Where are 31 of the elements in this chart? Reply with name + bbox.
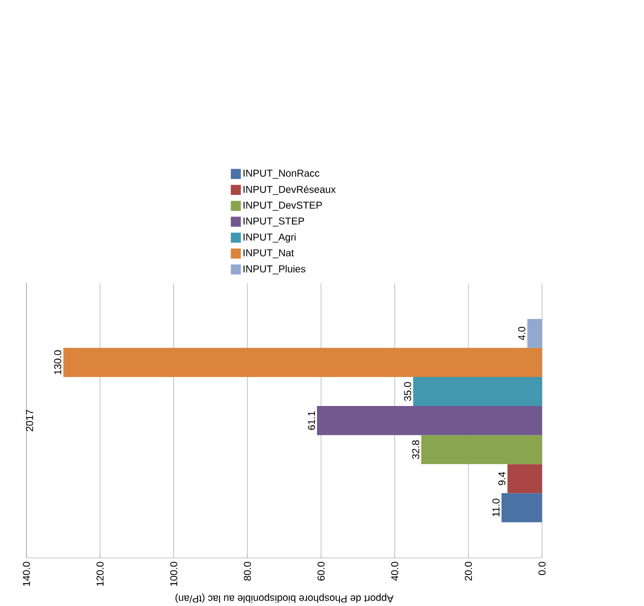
x-tick-label: 40.0: [391, 562, 398, 581]
x-tick-label: 20.0: [464, 562, 472, 580]
x-tick-label: 140.0: [22, 562, 30, 586]
x-tick-label: 60.0: [318, 562, 325, 580]
x-axis-title: Apport de Phosphore biodisponible au lac (tP/an): [176, 593, 394, 603]
data-label: 11.0: [492, 498, 500, 516]
bar: [421, 434, 542, 464]
legend-label: INPUT_Agri: [244, 233, 296, 243]
legend-label: INPUT_DevSTEP: [244, 202, 322, 211]
legend-label: INPUT_Nat: [244, 249, 294, 258]
data-label: 4.0: [518, 326, 526, 340]
data-label: 130.0: [54, 350, 62, 374]
data-label: 32.8: [412, 440, 420, 459]
legend-label: INPUT_DevRéseaux: [244, 185, 336, 195]
x-tick-label: 80.0: [244, 562, 251, 580]
bar: [63, 348, 542, 377]
data-label: 35.0: [404, 382, 412, 401]
x-tick-label: 120.0: [96, 562, 104, 586]
data-label: 61.1: [308, 411, 316, 430]
data-label: 9.4: [498, 472, 506, 486]
bar: [507, 464, 542, 494]
bar: [527, 318, 542, 348]
bar: [317, 406, 542, 435]
x-tick-label: 100.0: [170, 562, 178, 586]
legend-label: INPUT_STEP: [244, 217, 304, 226]
legend-label: INPUT_NonRacc: [244, 170, 320, 179]
legend-label: INPUT_Pluies: [244, 264, 306, 274]
bar: [502, 493, 542, 522]
y-tick-label: 2017: [26, 410, 34, 432]
bar: [413, 376, 542, 406]
x-tick-label: 0.0: [538, 562, 546, 575]
